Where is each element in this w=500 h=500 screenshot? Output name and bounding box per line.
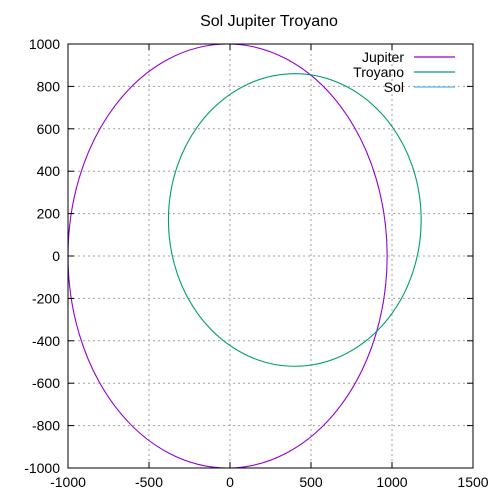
grid	[68, 44, 473, 468]
x-tick-label: 500	[299, 474, 323, 490]
y-tick-label: 0	[52, 248, 60, 264]
x-tick-label: 1500	[457, 474, 488, 490]
y-tick-label: -400	[32, 333, 60, 349]
y-tick-label: 400	[37, 163, 61, 179]
y-tick-label: -1000	[24, 460, 60, 476]
y-tick-label: 1000	[29, 36, 60, 52]
y-tick-label: -800	[32, 418, 60, 434]
x-tick-label: 0	[226, 474, 234, 490]
y-tick-label: -200	[32, 290, 60, 306]
x-tick-label: -1000	[50, 474, 86, 490]
y-tick-label: 800	[37, 78, 61, 94]
y-tick-label: 600	[37, 121, 61, 137]
y-tick-label: -600	[32, 375, 60, 391]
legend-label-troyano: Troyano	[353, 64, 404, 80]
legend-label-sol: Sol	[384, 79, 404, 95]
x-tick-label: 1000	[376, 474, 407, 490]
legend-label-jupiter: Jupiter	[362, 49, 404, 65]
y-tick-label: 200	[37, 206, 61, 222]
chart-title: Sol Jupiter Troyano	[200, 13, 338, 30]
series-troyano-orbit	[167, 73, 422, 367]
series-sol-point	[229, 255, 231, 257]
x-tick-label: -500	[135, 474, 163, 490]
ticks: -1000 -500 0 500 1000 1500 -1000 -800 -600 -400 -2…	[24, 36, 489, 490]
